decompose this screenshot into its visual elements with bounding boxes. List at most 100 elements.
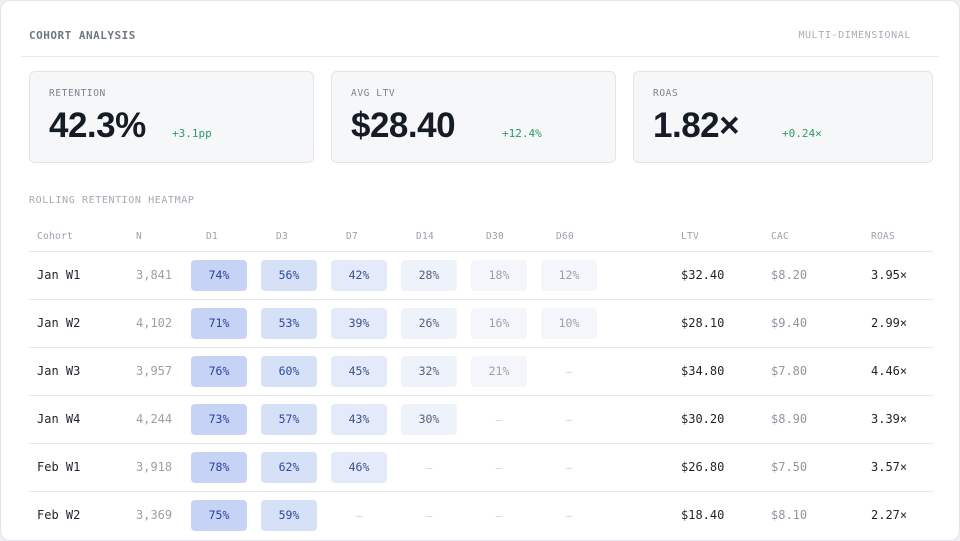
table-row: Feb W1 3,918 78% 62% 46% — — — $26.80 $7.50 3.57× [29,444,933,492]
roas-value: 2.27× [871,508,908,522]
roas-value: 2.99× [871,316,908,330]
heat-cell: 76% [191,356,247,387]
empty-cell: — [425,461,433,474]
heat-cell: 45% [331,356,387,387]
cohort-name: Feb W2 [37,508,81,522]
heat-cell: 39% [331,308,387,339]
heat-cell: 62% [261,452,317,483]
col-header-roas: ROAS [871,231,896,242]
card-title: COHORT ANALYSIS [29,29,136,42]
ltv-value: $32.40 [681,268,725,282]
heat-cell: 53% [261,308,317,339]
empty-cell: — [355,509,363,522]
col-header-d30: D30 [486,231,505,242]
kpi-delta: +0.24× [782,127,822,140]
roas-value: 3.39× [871,412,908,426]
table-body: Jan W1 3,841 74% 56% 42% 28% 18% 12% $32.40 $8.20… [29,252,933,540]
table-row: Feb W2 3,369 75% 59% — — — — $18.40 $8.10 2.27× [29,492,933,540]
col-header-d14: D14 [416,231,435,242]
table-row: Jan W2 4,102 71% 53% 39% 26% 16% 10% $28.10 $9.40… [29,300,933,348]
heat-cell: 74% [191,260,247,291]
kpi-delta: +12.4% [502,127,542,140]
col-header-d3: D3 [276,231,289,242]
cac-value: $7.50 [771,460,808,474]
heat-cell: 59% [261,500,317,531]
cohort-name: Jan W2 [37,316,81,330]
col-header-d1: D1 [206,231,219,242]
card-header: COHORT ANALYSIS MULTI-DIMENSIONAL [21,15,939,57]
heat-cell: 12% [541,260,597,291]
kpi-label: AVG LTV [351,88,396,99]
cohort-name: Jan W1 [37,268,81,282]
heat-cell: 57% [261,404,317,435]
empty-cell: — [495,509,503,522]
heat-cell: 75% [191,500,247,531]
cohort-size: 4,244 [136,412,173,426]
table-row: Jan W3 3,957 76% 60% 45% 32% 21% — $34.80 $7.80 4.… [29,348,933,396]
heat-cell: 30% [401,404,457,435]
ltv-value: $30.20 [681,412,725,426]
col-header-d60: D60 [556,231,575,242]
heat-cell: 16% [471,308,527,339]
cac-value: $9.40 [771,316,808,330]
col-header-ltv: LTV [681,231,700,242]
cohort-name: Jan W4 [37,412,81,426]
heat-cell: 73% [191,404,247,435]
kpi-label: RETENTION [49,88,106,99]
kpi-value: 1.82× [653,106,740,145]
col-header-cohort: Cohort [37,231,74,242]
heat-cell: 78% [191,452,247,483]
empty-cell: — [565,365,573,378]
empty-cell: — [495,413,503,426]
heat-cell: 26% [401,308,457,339]
heat-cell: 21% [471,356,527,387]
kpi-label: ROAS [653,88,679,99]
table-row: Jan W1 3,841 74% 56% 42% 28% 18% 12% $32.40 $8.20… [29,252,933,300]
ltv-value: $34.80 [681,364,725,378]
cohort-size: 3,841 [136,268,173,282]
card-tag: MULTI-DIMENSIONAL [798,30,911,41]
heat-cell: 71% [191,308,247,339]
col-header-n: N [136,231,143,242]
col-header-cac: CAC [771,231,790,242]
empty-cell: — [425,509,433,522]
heat-cell: 46% [331,452,387,483]
cac-value: $8.90 [771,412,808,426]
cohort-size: 3,918 [136,460,173,474]
heat-cell: 28% [401,260,457,291]
heat-cell: 43% [331,404,387,435]
heat-cell: 60% [261,356,317,387]
table-header: Cohort N D1 D3 D7 D14 D30 D60 LTV CAC RO… [29,221,933,252]
cohort-size: 4,102 [136,316,173,330]
heat-cell: 42% [331,260,387,291]
kpi-value: 42.3% [49,106,146,145]
cohort-size: 3,369 [136,508,173,522]
heat-cell: 10% [541,308,597,339]
retention-heatmap-table: Cohort N D1 D3 D7 D14 D30 D60 LTV CAC RO… [29,221,933,540]
kpi-card-roas: ROAS 1.82× +0.24× [633,71,933,163]
heat-cell: 56% [261,260,317,291]
cohort-name: Feb W1 [37,460,81,474]
kpi-value: $28.40 [351,106,456,145]
roas-value: 4.46× [871,364,908,378]
cohort-size: 3,957 [136,364,173,378]
ltv-value: $26.80 [681,460,725,474]
cac-value: $8.10 [771,508,808,522]
cac-value: $7.80 [771,364,808,378]
empty-cell: — [565,461,573,474]
roas-value: 3.95× [871,268,908,282]
roas-value: 3.57× [871,460,908,474]
heatmap-section-title: ROLLING RETENTION HEATMAP [29,195,195,206]
heat-cell: 18% [471,260,527,291]
empty-cell: — [565,509,573,522]
cohort-name: Jan W3 [37,364,81,378]
ltv-value: $28.10 [681,316,725,330]
col-header-d7: D7 [346,231,359,242]
kpi-card-avg-ltv: AVG LTV $28.40 +12.4% [331,71,616,163]
heat-cell: 32% [401,356,457,387]
empty-cell: — [565,413,573,426]
kpi-delta: +3.1pp [172,127,212,140]
table-row: Jan W4 4,244 73% 57% 43% 30% — — $30.20 $8.90 3.39… [29,396,933,444]
empty-cell: — [495,461,503,474]
